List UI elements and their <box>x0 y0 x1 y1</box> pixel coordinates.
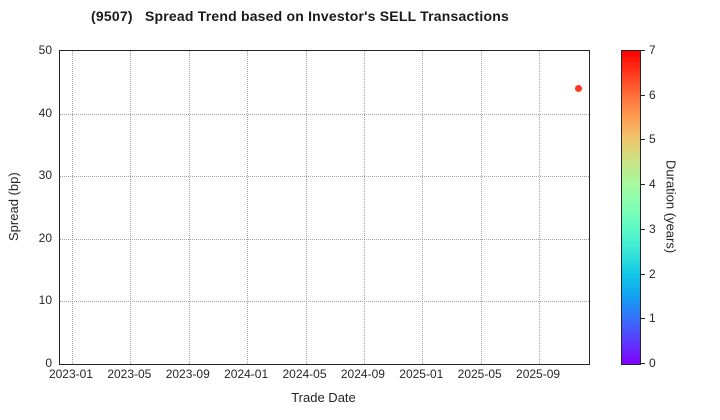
x-gridline <box>247 51 249 364</box>
colorbar-tick <box>641 94 645 96</box>
colorbar-tick-label: 3 <box>649 221 656 236</box>
x-tick-label: 2023-05 <box>107 367 152 381</box>
x-gridline <box>188 51 190 364</box>
x-gridline <box>305 51 307 364</box>
x-tick-label: 2024-01 <box>224 367 269 381</box>
x-gridline <box>71 51 73 364</box>
y-tick-label: 30 <box>38 168 52 183</box>
x-gridline <box>539 51 541 364</box>
x-tick-label: 2023-09 <box>165 367 210 381</box>
colorbar-tick-label: 0 <box>649 356 656 370</box>
x-tick-label: 2025-01 <box>399 367 444 381</box>
x-tick-label: 2024-09 <box>340 367 385 381</box>
x-gridline <box>130 51 132 364</box>
y-gridline <box>60 176 589 178</box>
colorbar-tick-label: 6 <box>649 87 656 102</box>
colorbar-tick-label: 2 <box>649 266 656 281</box>
colorbar-tick-label: 4 <box>649 177 656 192</box>
colorbar-label: Duration (years) <box>663 159 679 254</box>
y-tick-label: 10 <box>38 293 52 308</box>
colorbar-tick-label: 7 <box>649 43 656 57</box>
y-tick-label: 0 <box>45 356 52 370</box>
colorbar-tick <box>641 363 645 364</box>
y-gridline <box>60 113 589 115</box>
plot-area <box>59 50 590 365</box>
chart-title: (9507) Spread Trend based on Investor's … <box>91 8 509 24</box>
y-gridline <box>60 301 589 303</box>
colorbar-tick-label: 1 <box>649 311 656 326</box>
colorbar-gradient <box>621 50 641 365</box>
y-gridline <box>60 238 589 240</box>
colorbar-tick <box>641 50 645 51</box>
colorbar-tick <box>641 228 645 230</box>
x-tick-label: 2024-05 <box>282 367 327 381</box>
x-tick-label: 2025-05 <box>457 367 502 381</box>
colorbar-tick <box>641 184 645 186</box>
x-gridline <box>480 51 482 364</box>
x-tick-label: 2025-09 <box>516 367 561 381</box>
y-axis-label: Spread (bp) <box>6 172 21 241</box>
x-gridline <box>422 51 424 364</box>
colorbar-tick <box>641 273 645 275</box>
x-gridline <box>363 51 365 364</box>
colorbar-tick <box>641 139 645 141</box>
x-axis-label: Trade Date <box>291 390 356 405</box>
x-tick-label: 2023-01 <box>48 367 93 381</box>
data-point[interactable] <box>574 85 582 93</box>
y-tick-label: 50 <box>38 43 52 57</box>
colorbar-tick <box>641 318 645 320</box>
colorbar-tick-label: 5 <box>649 132 656 147</box>
y-tick-label: 40 <box>38 105 52 120</box>
y-tick-label: 20 <box>38 230 52 245</box>
